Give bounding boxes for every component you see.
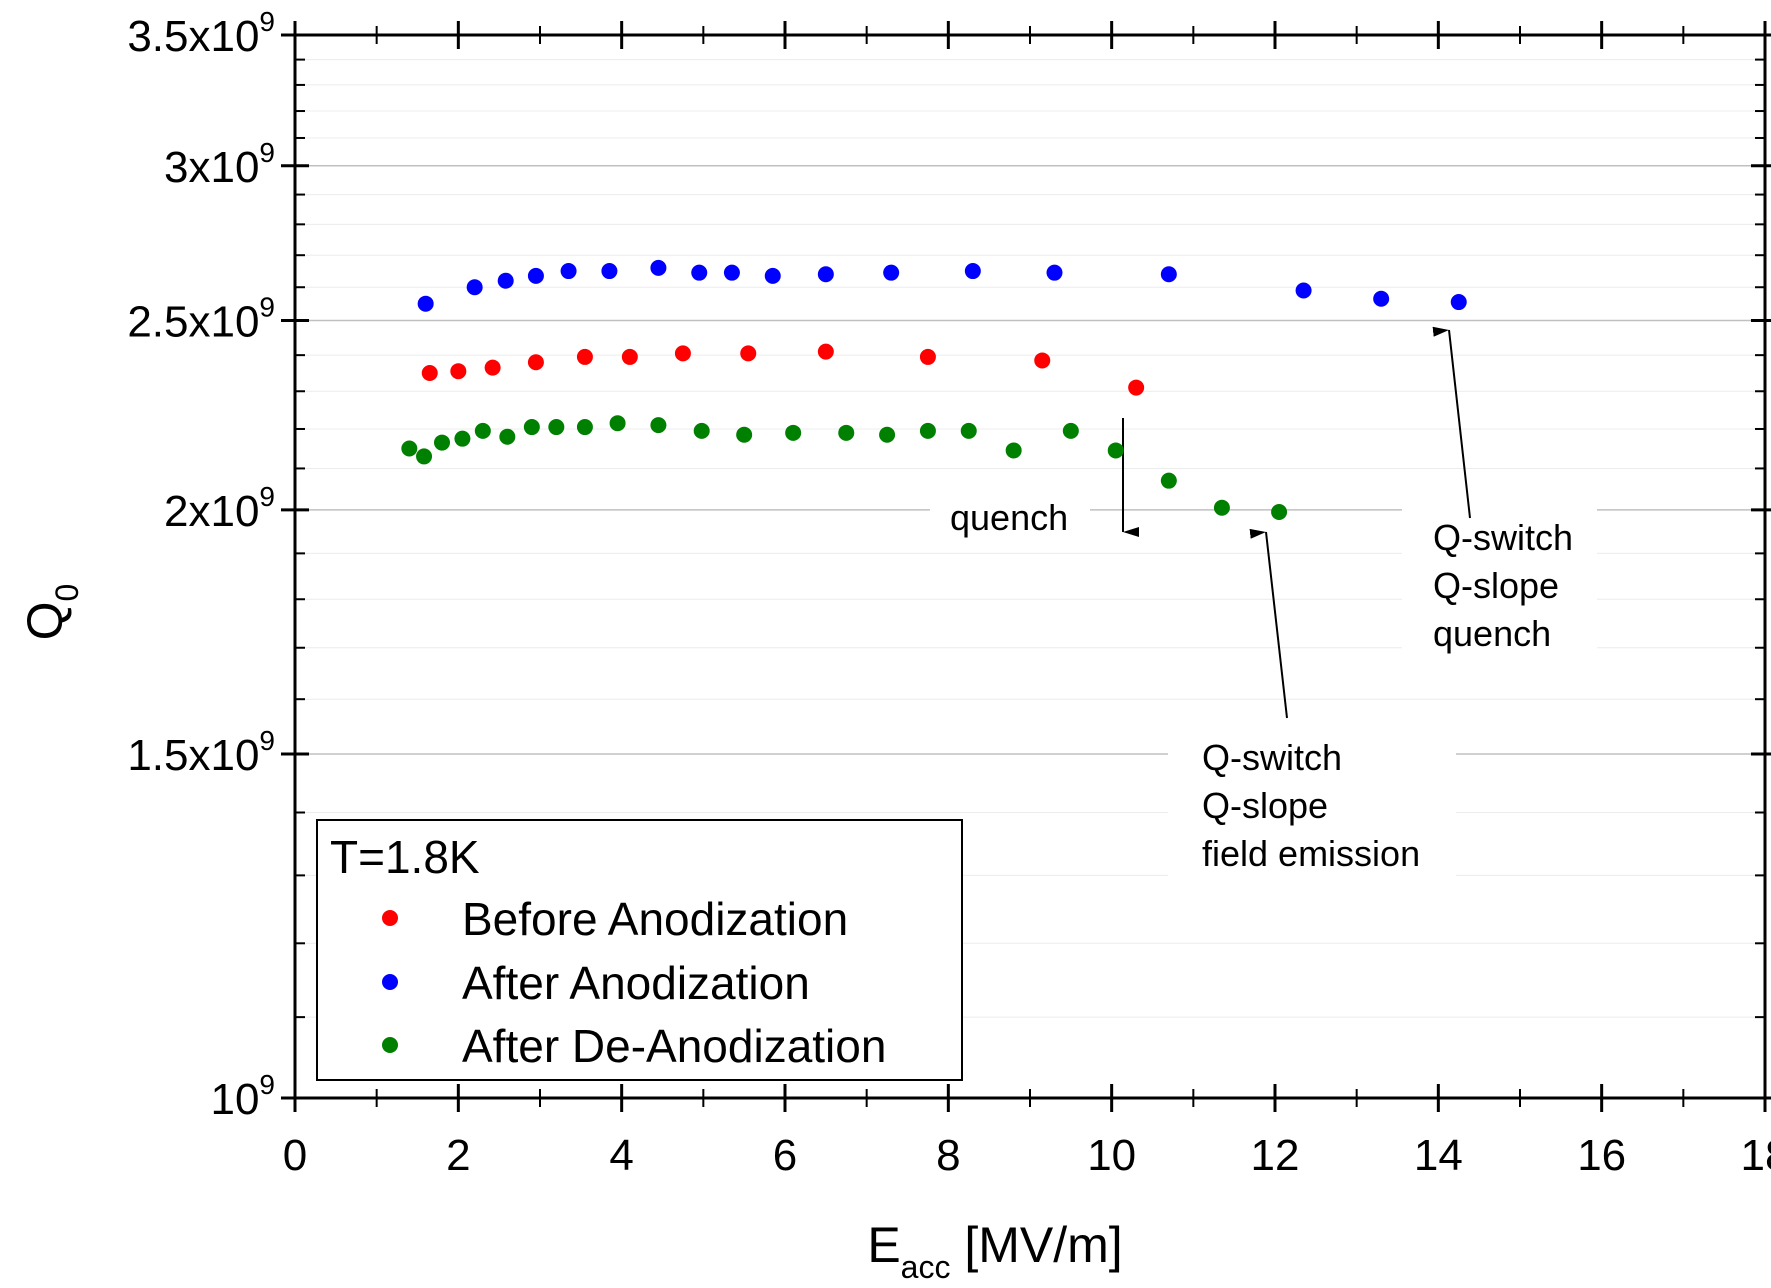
svg-text:quench: quench xyxy=(950,497,1068,538)
data-point-series-1 xyxy=(764,267,781,284)
data-point-series-2 xyxy=(474,422,491,439)
data-point-series-1 xyxy=(650,259,667,276)
data-point-series-2 xyxy=(1107,442,1124,459)
data-point-series-0 xyxy=(484,359,501,376)
y-tick-label: 1.5x109 xyxy=(127,725,275,780)
legend-marker-before xyxy=(382,910,398,926)
data-point-series-2 xyxy=(879,426,896,443)
data-point-series-2 xyxy=(434,434,450,451)
svg-text:field emission: field emission xyxy=(1202,833,1420,874)
data-point-series-0 xyxy=(1128,379,1145,396)
data-point-series-1 xyxy=(964,263,981,280)
data-point-series-1 xyxy=(466,279,483,296)
data-point-series-1 xyxy=(1046,264,1063,281)
data-point-series-1 xyxy=(723,264,740,281)
data-points xyxy=(401,259,1467,520)
data-point-series-2 xyxy=(609,415,626,432)
data-point-series-2 xyxy=(416,448,433,465)
data-point-series-2 xyxy=(693,422,710,439)
qswitch-quench-arrow xyxy=(1432,326,1471,519)
y-tick-label: 2.5x109 xyxy=(127,292,275,347)
data-point-series-2 xyxy=(401,440,418,457)
y-axis-title: Q0 xyxy=(17,584,85,641)
x-tick-label: 14 xyxy=(1414,1131,1463,1180)
data-point-series-2 xyxy=(650,417,667,434)
data-point-series-1 xyxy=(560,263,577,280)
x-tick-label: 0 xyxy=(283,1131,307,1180)
annotation-field-emission: Q-switch Q-slope field emission xyxy=(1168,735,1456,880)
legend-label-after: After Anodization xyxy=(462,957,810,1009)
legend: T=1.8K Before Anodization After Anodizat… xyxy=(316,819,963,1081)
svg-text:Q-switch: Q-switch xyxy=(1433,517,1573,558)
data-point-series-0 xyxy=(674,345,691,362)
x-axis-title: Eacc [MV/m] xyxy=(867,1217,1122,1285)
data-point-series-0 xyxy=(740,345,757,362)
data-point-series-0 xyxy=(576,348,593,365)
data-point-series-2 xyxy=(736,426,753,443)
legend-label-deanod: After De-Anodization xyxy=(462,1020,886,1072)
x-tick-label: 8 xyxy=(936,1131,960,1180)
data-point-series-0 xyxy=(621,348,638,365)
data-point-series-1 xyxy=(527,267,544,284)
data-point-series-1 xyxy=(1295,282,1312,299)
y-tick-label: 3.5x109 xyxy=(127,6,275,61)
data-point-series-1 xyxy=(817,266,834,283)
data-point-series-0 xyxy=(450,363,467,380)
y-tick-label: 109 xyxy=(210,1069,275,1124)
data-point-series-1 xyxy=(417,295,434,312)
data-point-series-2 xyxy=(499,428,516,445)
data-point-series-2 xyxy=(523,419,540,436)
data-point-series-1 xyxy=(1160,266,1177,283)
y-tick-label: 2x109 xyxy=(164,481,275,536)
x-tick-label: 2 xyxy=(446,1131,470,1180)
legend-box xyxy=(316,819,963,1081)
data-point-series-0 xyxy=(817,343,834,360)
data-point-series-2 xyxy=(1271,503,1288,520)
data-point-series-1 xyxy=(497,272,514,289)
data-point-series-2 xyxy=(576,419,593,436)
data-point-series-2 xyxy=(1005,442,1022,459)
data-point-series-1 xyxy=(1450,294,1467,311)
field-emission-arrow xyxy=(1249,528,1288,719)
y-axis-tick-labels: 109 1.5x109 2x109 2.5x109 3x109 3.5x109 xyxy=(127,6,275,1124)
legend-marker-deanod xyxy=(382,1037,398,1053)
x-axis-tick-labels: 0 2 4 6 8 10 12 14 16 18 xyxy=(283,1131,1771,1180)
svg-text:Q-slope: Q-slope xyxy=(1433,565,1559,606)
x-tick-label: 6 xyxy=(773,1131,797,1180)
annotation-quench: quench xyxy=(930,497,1090,546)
x-tick-label: 12 xyxy=(1251,1131,1300,1180)
svg-text:quench: quench xyxy=(1433,613,1551,654)
annotation-qswitch-quench: Q-switch Q-slope quench xyxy=(1402,508,1597,658)
data-point-series-1 xyxy=(691,264,708,281)
data-point-series-2 xyxy=(1213,499,1230,516)
x-tick-label: 18 xyxy=(1741,1131,1771,1180)
data-point-series-2 xyxy=(838,424,855,441)
data-point-series-0 xyxy=(421,365,438,382)
data-point-series-2 xyxy=(1160,472,1177,489)
y-axis-ticks xyxy=(281,33,1771,1100)
data-point-series-1 xyxy=(883,264,900,281)
x-tick-label: 16 xyxy=(1577,1131,1626,1180)
data-point-series-0 xyxy=(919,348,936,365)
x-axis-ticks xyxy=(293,21,1767,1112)
svg-text:Q-slope: Q-slope xyxy=(1202,785,1328,826)
data-point-series-1 xyxy=(601,263,618,280)
x-tick-label: 4 xyxy=(609,1131,633,1180)
data-point-series-2 xyxy=(919,422,936,439)
data-point-series-2 xyxy=(454,430,471,447)
data-point-series-2 xyxy=(785,424,802,441)
data-point-series-2 xyxy=(960,422,977,439)
data-point-series-1 xyxy=(1373,290,1390,307)
y-tick-label: 3x109 xyxy=(164,137,275,192)
legend-marker-after xyxy=(382,974,398,990)
data-point-series-2 xyxy=(548,419,565,436)
data-point-series-0 xyxy=(1034,352,1051,369)
legend-label-before: Before Anodization xyxy=(462,893,848,945)
data-point-series-0 xyxy=(527,354,544,371)
data-point-series-2 xyxy=(1062,422,1079,439)
svg-text:Q-switch: Q-switch xyxy=(1202,737,1342,778)
legend-title: T=1.8K xyxy=(330,831,480,883)
x-tick-label: 10 xyxy=(1087,1131,1136,1180)
